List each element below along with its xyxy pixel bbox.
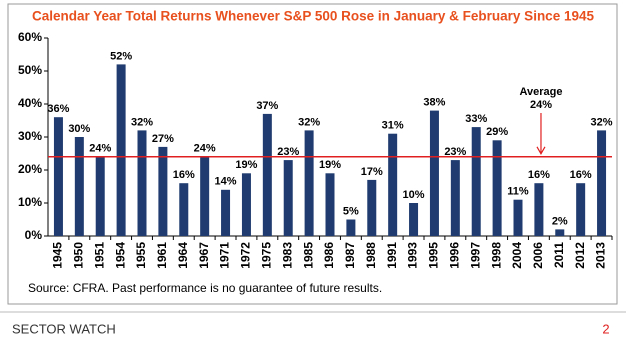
value-label: 29%	[486, 126, 508, 138]
chart-title: Calendar Year Total Returns Whenever S&P…	[32, 9, 594, 24]
value-label: 32%	[131, 116, 153, 128]
x-tick-label: 1967	[197, 242, 211, 269]
bar	[534, 183, 544, 236]
y-tick-label: 60%	[18, 30, 42, 44]
x-tick-label: 1998	[489, 242, 503, 269]
x-tick-label: 2004	[510, 242, 524, 269]
value-label: 16%	[528, 169, 550, 181]
source-note: Source: CFRA. Past performance is no gua…	[28, 281, 382, 295]
value-label: 2%	[552, 215, 568, 227]
value-label: 52%	[110, 50, 132, 62]
value-label: 24%	[194, 143, 216, 155]
value-label: 32%	[591, 116, 613, 128]
bar	[429, 110, 439, 236]
value-label: 31%	[382, 120, 404, 132]
bar	[137, 130, 147, 236]
x-tick-label: 1950	[72, 242, 86, 269]
x-tick-label: 1987	[343, 242, 357, 269]
bar	[597, 130, 607, 236]
x-tick-label: 1961	[155, 242, 169, 269]
value-label: 38%	[423, 97, 445, 109]
x-tick-label: 1964	[176, 242, 190, 269]
footer-label: SECTOR WATCH	[12, 321, 116, 336]
value-label: 19%	[319, 159, 341, 171]
value-label: 30%	[68, 123, 90, 135]
x-tick-label: 1986	[322, 242, 336, 269]
y-tick-label: 10%	[18, 195, 42, 209]
x-tick-label: 1975	[260, 242, 274, 269]
bar	[388, 133, 398, 236]
bar	[409, 203, 419, 236]
value-label: 17%	[361, 166, 383, 178]
bar	[492, 140, 502, 236]
x-tick-label: 1991	[385, 242, 399, 269]
x-tick-label: 1988	[364, 242, 378, 269]
value-label: 10%	[403, 189, 425, 201]
x-tick-label: 1983	[280, 242, 294, 269]
bar	[200, 156, 210, 236]
value-label: 37%	[256, 100, 278, 112]
y-tick-label: 20%	[18, 162, 42, 176]
value-label: 24%	[89, 143, 111, 155]
x-tick-label: 2011	[552, 242, 566, 268]
bar	[158, 146, 168, 236]
value-label: 5%	[343, 205, 359, 217]
y-tick-label: 50%	[18, 63, 42, 77]
x-tick-label: 1945	[51, 242, 65, 269]
bar	[471, 127, 481, 236]
bar	[95, 156, 105, 236]
value-label: 27%	[152, 133, 174, 145]
y-tick-label: 40%	[18, 96, 42, 110]
x-tick-label: 1971	[218, 242, 232, 269]
x-tick-label: 1955	[134, 242, 148, 269]
x-tick-label: 2012	[573, 242, 587, 269]
bar	[262, 113, 272, 236]
bar	[179, 183, 189, 236]
average-title: Average	[519, 86, 562, 98]
x-tick-label: 1951	[92, 242, 106, 269]
page-number: 2	[602, 321, 609, 336]
value-label: 33%	[465, 113, 487, 125]
bar	[513, 199, 523, 236]
x-tick-label: 1997	[468, 242, 482, 269]
bar	[325, 173, 335, 236]
value-label: 16%	[570, 169, 592, 181]
value-label: 23%	[444, 146, 466, 158]
value-label: 36%	[47, 103, 69, 115]
y-tick-label: 30%	[18, 129, 42, 143]
x-tick-label: 1993	[406, 242, 420, 269]
x-tick-label: 2013	[594, 242, 608, 269]
bar	[283, 160, 293, 236]
x-tick-label: 1972	[239, 242, 253, 269]
x-tick-label: 1954	[113, 242, 127, 269]
value-label: 23%	[277, 146, 299, 158]
bar	[304, 130, 314, 236]
bar	[53, 117, 63, 236]
average-arrowhead	[536, 146, 546, 156]
bar	[576, 183, 586, 236]
value-label: 32%	[298, 116, 320, 128]
bar	[116, 64, 126, 237]
x-tick-label: 2006	[531, 242, 545, 269]
y-tick-label: 0%	[25, 228, 43, 242]
average-label: 24%	[530, 99, 552, 111]
bar	[241, 173, 251, 236]
x-tick-label: 1995	[427, 242, 441, 269]
bar	[555, 229, 565, 236]
bar	[346, 219, 356, 236]
bar	[450, 160, 460, 236]
x-tick-label: 1996	[448, 242, 462, 269]
value-label: 11%	[507, 186, 529, 198]
value-label: 19%	[235, 159, 257, 171]
value-label: 16%	[173, 169, 195, 181]
bar	[367, 179, 377, 236]
value-label: 14%	[215, 176, 237, 188]
bar	[221, 189, 231, 236]
x-tick-label: 1985	[301, 242, 315, 269]
bar	[74, 137, 84, 236]
